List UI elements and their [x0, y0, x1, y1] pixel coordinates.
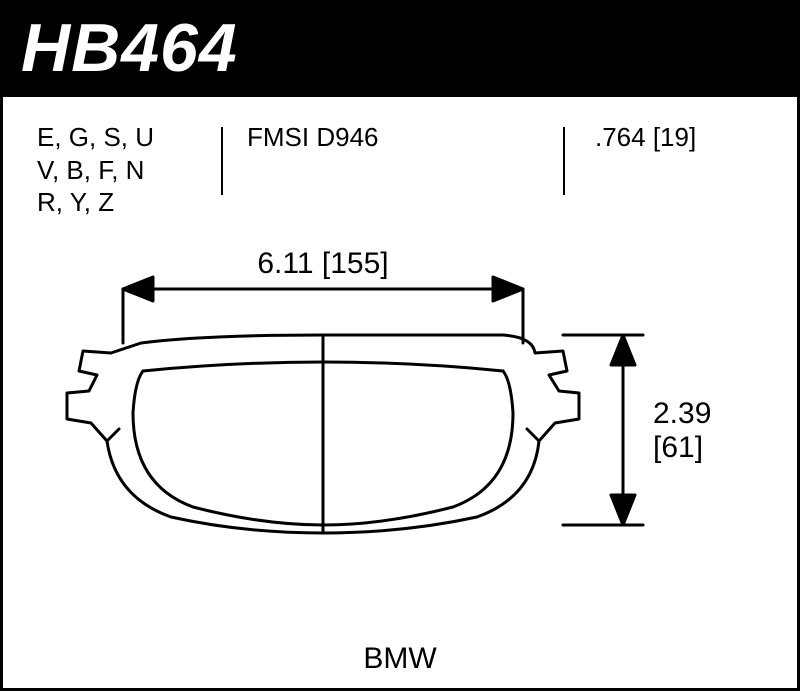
spec-sheet: HB464 E, G, S, U V, B, F, N R, Y, Z FMSI… — [0, 0, 800, 691]
header-bar: HB464 — [3, 3, 797, 97]
width-dimension-line — [123, 277, 523, 343]
pad-notch-right — [527, 429, 539, 441]
brake-pad-drawing — [3, 93, 797, 693]
pad-notch-left — [107, 429, 119, 441]
part-number: HB464 — [21, 9, 238, 87]
height-dimension-line — [563, 335, 643, 525]
